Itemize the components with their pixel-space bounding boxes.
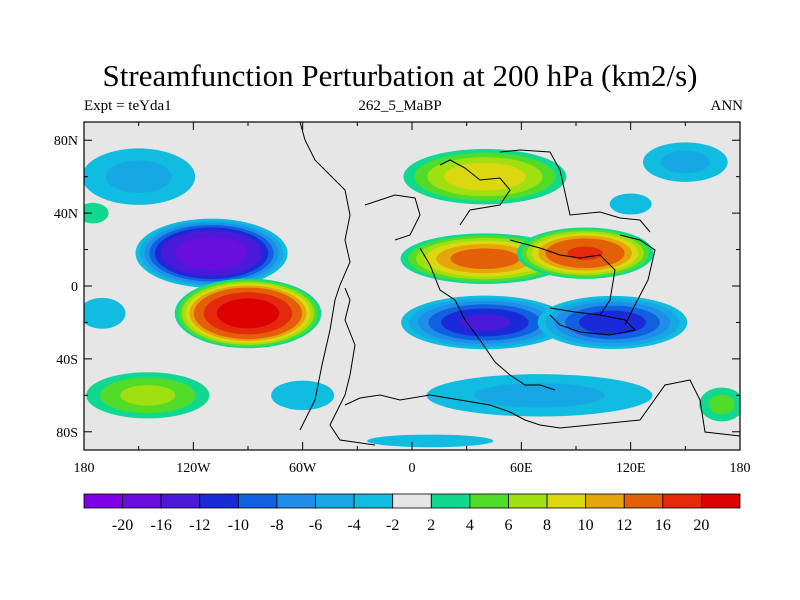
contour-band-5-5	[459, 314, 511, 331]
colorbar-swatch	[160, 493, 201, 509]
colorbar-swatch	[237, 493, 278, 509]
colorbar-label: 4	[466, 517, 474, 534]
field-blob-4	[84, 297, 126, 329]
colorbar-label: -10	[228, 517, 249, 534]
colorbar-swatch	[122, 493, 162, 509]
y-tick-label: 80N	[54, 134, 78, 149]
colorbar: -20 -16 -12 -10 -8 -6 -4 -2 2 4 6 8 10 12 16 20	[83, 493, 741, 534]
colorbar-swatch	[585, 493, 625, 509]
x-tick-label: 180	[74, 461, 95, 476]
x-tick-label: 120W	[176, 461, 211, 476]
colorbar-swatch	[546, 493, 587, 509]
colorbar-label: 10	[578, 517, 594, 534]
colorbar-swatch	[83, 493, 123, 509]
field-blob-12	[516, 227, 654, 279]
contour-band-14-2	[120, 385, 176, 406]
x-tick-label: 60W	[289, 461, 317, 476]
coastlines	[299, 122, 740, 446]
colorbar-label: -2	[386, 517, 399, 534]
coastline-australia	[549, 307, 637, 336]
colorbar-swatch	[392, 493, 432, 509]
contour-band-10-7	[216, 298, 280, 329]
x-axis: 180 120W 60W 0 60E 120E 180	[74, 122, 751, 476]
colorbar-label: 12	[616, 517, 632, 534]
colorbar-swatch	[508, 493, 548, 509]
contour-band-11-5	[450, 248, 520, 269]
field-blob-9	[367, 434, 494, 448]
contour-band-1-1	[106, 160, 172, 193]
colorbar-swatch	[623, 493, 664, 509]
contour-band-8-0	[271, 380, 335, 411]
coastline-europe	[439, 159, 511, 226]
x-tick-label: 60E	[510, 461, 533, 476]
coastline-africa	[419, 247, 556, 391]
y-tick-label: 0	[71, 280, 78, 295]
coastline-southeast-asia	[619, 234, 656, 326]
colorbar-label: -20	[112, 517, 133, 534]
contour-band-3-0	[609, 193, 652, 215]
chart-title: Streamfunction Perturbation at 200 hPa (…	[102, 58, 698, 93]
colorbar-label: 8	[543, 517, 551, 534]
field-blob-3	[609, 193, 652, 215]
colorbar-label: -4	[347, 517, 360, 534]
y-tick-label: 40N	[54, 207, 78, 222]
colorbar-label: 6	[504, 517, 512, 534]
contour-band-12-6	[567, 246, 603, 260]
colorbar-label: -8	[270, 517, 283, 534]
contour-band-13-3	[444, 162, 526, 191]
coastline-south-america	[329, 287, 376, 446]
field-blob-14	[86, 372, 210, 419]
colorbar-swatch	[430, 493, 471, 509]
y-tick-label: 80S	[56, 426, 78, 441]
field-blob-11	[400, 233, 570, 284]
x-tick-label: 0	[409, 461, 416, 476]
contour-band-9-0	[367, 434, 494, 448]
contour-band-15-1	[708, 394, 735, 415]
colorbar-label: -6	[309, 517, 322, 534]
experiment-label: Expt = teYda1	[84, 98, 172, 114]
field-blob-2	[642, 142, 728, 182]
x-tick-label: 120E	[616, 461, 646, 476]
colorbar-label: 20	[693, 517, 709, 534]
colorbar-swatch	[199, 493, 239, 509]
contour-band-2-1	[660, 150, 710, 174]
contour-band-4-0	[84, 297, 126, 329]
field-blob-0	[135, 218, 288, 288]
contour-band-16-0	[84, 202, 109, 224]
colorbar-label: 16	[655, 517, 671, 534]
season-label: ANN	[710, 98, 744, 114]
y-axis: 80N 40N 0 40S 80S	[54, 134, 740, 441]
contour-field	[84, 142, 740, 448]
colorbar-label: -12	[189, 517, 210, 534]
field-blob-10	[174, 278, 322, 349]
coastline-antarctica	[344, 379, 740, 437]
coastline-greenland	[364, 194, 421, 241]
contour-band-0-6	[175, 236, 248, 270]
y-tick-label: 40S	[56, 353, 78, 368]
colorbar-label: 2	[427, 517, 435, 534]
colorbar-swatch	[701, 493, 741, 509]
field-blob-1	[84, 148, 196, 205]
colorbar-swatch	[469, 493, 509, 509]
field-blob-5	[401, 295, 569, 350]
field-blob-8	[271, 380, 335, 411]
coastline-asia-north	[499, 149, 651, 233]
colorbar-swatch	[315, 493, 355, 509]
field-blob-7	[426, 374, 653, 417]
contour-band-7-1	[474, 383, 605, 408]
colorbar-swatch	[662, 493, 702, 509]
colorbar-label: -16	[151, 517, 172, 534]
coastline-arabia-india	[509, 239, 616, 316]
field-blob-15	[699, 387, 740, 422]
colorbar-swatch	[353, 493, 394, 509]
x-tick-label: 180	[730, 461, 751, 476]
field-blob-6	[537, 295, 688, 350]
field-blob-13	[403, 148, 567, 205]
colorbar-swatch	[276, 493, 316, 509]
field-blob-16	[84, 202, 109, 224]
coastline-north-america	[299, 122, 351, 431]
case-label: 262_5_MaBP	[358, 98, 442, 114]
